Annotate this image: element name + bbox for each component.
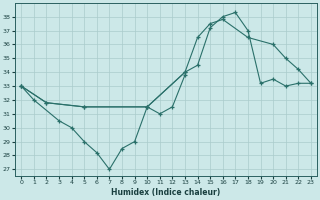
X-axis label: Humidex (Indice chaleur): Humidex (Indice chaleur)	[111, 188, 221, 197]
